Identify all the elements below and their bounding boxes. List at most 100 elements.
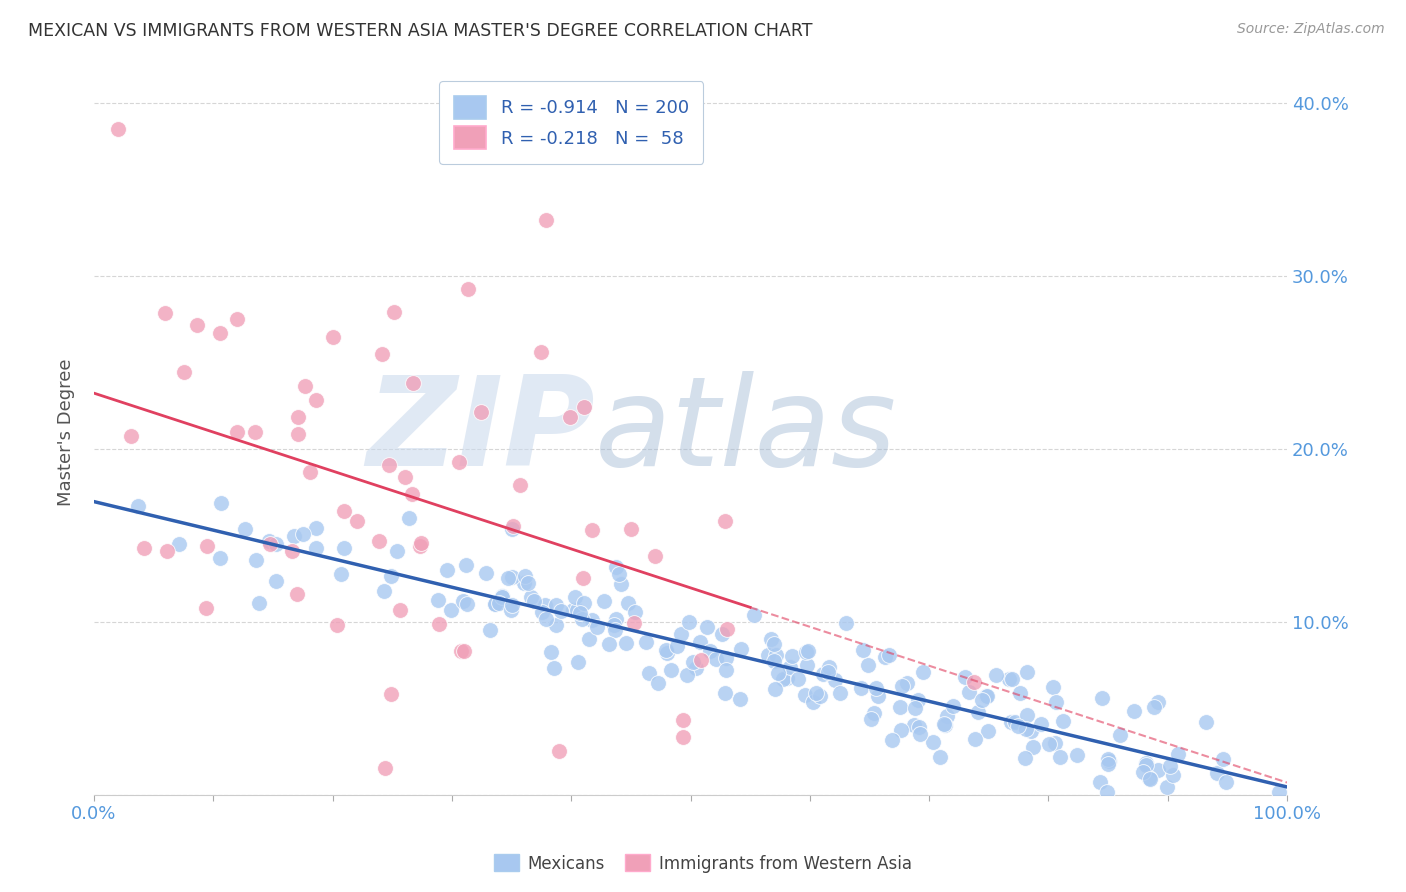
- Point: [880, 733, 903, 747]
- Point: [801, 695, 824, 709]
- Point: [257, 534, 280, 549]
- Point: [454, 558, 477, 572]
- Point: [516, 575, 538, 590]
- Point: [974, 690, 997, 704]
- Point: [329, 567, 352, 582]
- Point: [970, 692, 993, 706]
- Point: [889, 699, 911, 714]
- Point: [1029, 716, 1052, 731]
- Point: [922, 734, 945, 748]
- Point: [186, 318, 208, 333]
- Point: [209, 326, 232, 340]
- Legend: R = -0.914   N = 200, R = -0.218   N =  58: R = -0.914 N = 200, R = -0.218 N = 58: [439, 81, 703, 164]
- Point: [450, 644, 472, 658]
- Point: [942, 698, 965, 713]
- Point: [865, 681, 887, 695]
- Point: [862, 706, 884, 720]
- Point: [1004, 714, 1026, 729]
- Point: [624, 605, 647, 619]
- Point: [716, 651, 738, 665]
- Point: [714, 514, 737, 528]
- Point: [389, 603, 412, 617]
- Point: [572, 571, 595, 585]
- Point: [1000, 672, 1022, 686]
- Point: [1159, 759, 1181, 773]
- Point: [934, 717, 956, 731]
- Point: [1135, 757, 1157, 772]
- Point: [1097, 752, 1119, 766]
- Point: [1014, 751, 1036, 765]
- Point: [768, 666, 790, 681]
- Point: [287, 427, 309, 442]
- Point: [859, 712, 882, 726]
- Point: [957, 685, 980, 699]
- Point: [682, 655, 704, 669]
- Point: [540, 645, 562, 659]
- Point: [1042, 680, 1064, 694]
- Point: [953, 670, 976, 684]
- Point: [1049, 750, 1071, 764]
- Point: [907, 693, 929, 707]
- Point: [966, 705, 988, 719]
- Point: [169, 537, 191, 551]
- Point: [1215, 775, 1237, 789]
- Point: [762, 637, 785, 651]
- Point: [457, 282, 479, 296]
- Point: [890, 679, 912, 693]
- Point: [1022, 739, 1045, 754]
- Point: [245, 553, 267, 567]
- Point: [716, 622, 738, 636]
- Point: [226, 312, 249, 326]
- Point: [564, 590, 586, 604]
- Point: [772, 672, 794, 686]
- Point: [1045, 695, 1067, 709]
- Point: [475, 566, 498, 581]
- Point: [666, 639, 689, 653]
- Point: [1195, 715, 1218, 730]
- Point: [501, 522, 523, 536]
- Point: [828, 686, 851, 700]
- Point: [794, 645, 817, 659]
- Legend: Mexicans, Immigrants from Western Asia: Mexicans, Immigrants from Western Asia: [488, 847, 918, 880]
- Point: [513, 575, 536, 590]
- Point: [1019, 724, 1042, 739]
- Point: [436, 563, 458, 577]
- Point: [623, 615, 645, 630]
- Point: [586, 620, 609, 634]
- Point: [711, 627, 734, 641]
- Text: ZIP: ZIP: [367, 371, 595, 492]
- Point: [259, 537, 281, 551]
- Point: [550, 604, 572, 618]
- Point: [592, 594, 614, 608]
- Point: [776, 671, 799, 685]
- Text: MEXICAN VS IMMIGRANTS FROM WESTERN ASIA MASTER'S DEGREE CORRELATION CHART: MEXICAN VS IMMIGRANTS FROM WESTERN ASIA …: [28, 22, 813, 40]
- Point: [1008, 686, 1031, 700]
- Point: [877, 648, 900, 662]
- Point: [572, 400, 595, 414]
- Point: [373, 584, 395, 599]
- Point: [1052, 714, 1074, 728]
- Point: [534, 612, 557, 626]
- Point: [834, 615, 856, 630]
- Point: [488, 596, 510, 610]
- Text: Source: ZipAtlas.com: Source: ZipAtlas.com: [1237, 22, 1385, 37]
- Point: [523, 594, 546, 608]
- Point: [910, 727, 932, 741]
- Point: [153, 306, 176, 320]
- Point: [378, 458, 401, 473]
- Point: [672, 713, 695, 727]
- Point: [543, 660, 565, 674]
- Point: [1147, 763, 1170, 777]
- Point: [1007, 719, 1029, 733]
- Point: [1132, 764, 1154, 779]
- Point: [678, 615, 700, 630]
- Point: [134, 541, 156, 556]
- Point: [568, 606, 591, 620]
- Point: [562, 603, 585, 617]
- Point: [264, 536, 287, 550]
- Point: [977, 724, 1000, 739]
- Point: [384, 304, 406, 318]
- Point: [578, 632, 600, 647]
- Point: [742, 608, 765, 623]
- Point: [326, 618, 349, 632]
